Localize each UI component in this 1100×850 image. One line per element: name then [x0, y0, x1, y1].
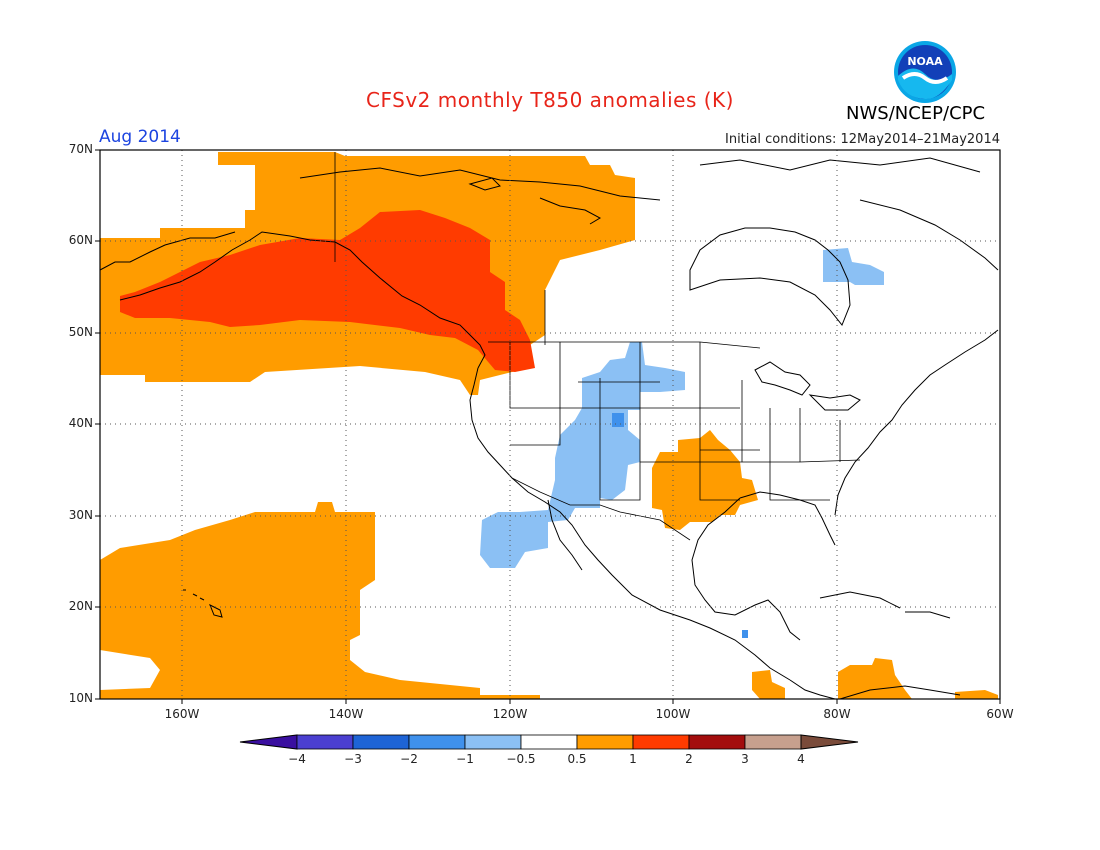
- colorbar-label: 1: [629, 752, 637, 766]
- lon-label-100w: 100W: [655, 707, 691, 721]
- warm-anomaly-subtropical-pacific: [100, 502, 540, 699]
- lon-label-120w: 120W: [492, 707, 528, 721]
- lat-label-30n: 30N: [68, 508, 93, 522]
- neutral-area-north: [100, 152, 245, 230]
- strong-warm-anomaly-alaska: [120, 210, 535, 372]
- cool-anomaly-hudson-bay: [823, 248, 884, 285]
- political-borders: [334, 152, 861, 541]
- svg-text:NOAA: NOAA: [907, 55, 943, 68]
- lon-label-80w: 80W: [823, 707, 851, 721]
- cool-anomaly-mountain-west: [480, 342, 685, 568]
- noaa-logo-icon: NOAA: [894, 41, 956, 103]
- map-title: CFSv2 monthly T850 anomalies (K): [366, 88, 734, 112]
- colorbar-label: −4: [288, 752, 306, 766]
- lat-label-50n: 50N: [68, 325, 93, 339]
- colorbar-label: 3: [741, 752, 749, 766]
- forecast-month: Aug 2014: [99, 127, 181, 147]
- colorbar-segment: [744, 734, 802, 750]
- lat-label-40n: 40N: [68, 416, 93, 430]
- colorbar-label: 4: [797, 752, 805, 766]
- axis-ticks: [95, 149, 1001, 704]
- anomaly-fields: [100, 152, 998, 699]
- lon-label-140w: 140W: [328, 707, 364, 721]
- warm-anomaly-south-america: [838, 658, 912, 699]
- colorbar-segment: [632, 734, 690, 750]
- cool-anomaly-central-america: [742, 630, 748, 638]
- initial-conditions: Initial conditions: 12May2014–21May2014: [725, 132, 1000, 147]
- colorbar-segment: [520, 734, 578, 750]
- lat-label-20n: 20N: [68, 599, 93, 613]
- colorbar-segment: [408, 734, 466, 750]
- colorbar-label: −1: [456, 752, 474, 766]
- colorbar-segment: [464, 734, 522, 750]
- warm-anomaly-caribbean: [955, 690, 998, 699]
- lat-label-10n: 10N: [68, 691, 93, 705]
- colorbar-segment: [576, 734, 634, 750]
- colorbar-label: 0.5: [567, 752, 587, 766]
- agency-label: NWS/NCEP/CPC: [846, 103, 986, 124]
- colorbar-label: −2: [400, 752, 418, 766]
- colorbar-label: 2: [685, 752, 693, 766]
- colorbar-segment: [688, 734, 746, 750]
- lon-label-60w: 60W: [986, 707, 1014, 721]
- warm-anomaly-southern-plains: [652, 430, 758, 530]
- warm-anomaly-central-america: [752, 670, 785, 699]
- colorbar-label: −3: [344, 752, 362, 766]
- colorbar-segment: [352, 734, 410, 750]
- colorbar-label: −0.5: [506, 752, 536, 766]
- gridlines: [100, 150, 1000, 699]
- coastlines: [100, 157, 999, 699]
- lat-label-70n: 70N: [68, 142, 93, 156]
- lon-label-160w: 160W: [164, 707, 200, 721]
- colorbar-segment: [239, 734, 298, 750]
- lat-label-60n: 60N: [68, 233, 93, 247]
- colorbar-segment: [296, 734, 354, 750]
- colorbar-segment: [800, 734, 859, 750]
